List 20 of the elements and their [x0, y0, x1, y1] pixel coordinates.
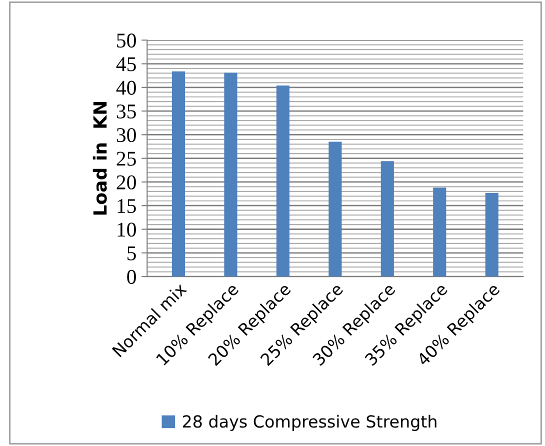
bar [380, 161, 394, 277]
y-axis-title: Load in KN [92, 102, 107, 215]
y-tick-label: 40 [116, 80, 136, 95]
y-tick-label: 10 [118, 222, 136, 237]
y-tick-label: 0 [127, 270, 136, 284]
y-tick-label: 5 [128, 246, 136, 260]
bar [485, 192, 498, 277]
bar [433, 188, 446, 277]
y-tick-label: 25 [116, 152, 136, 166]
y-tick-label: 20 [116, 175, 136, 190]
y-tick-label: 15 [118, 199, 136, 214]
y-tick-label: 50 [117, 34, 136, 48]
y-tick-label: 35 [116, 104, 136, 118]
bar [276, 86, 290, 277]
legend-label: 28 days Compressive Strength [182, 414, 436, 431]
bar [224, 72, 238, 277]
y-tick-label: 45 [116, 57, 136, 72]
bar [172, 71, 186, 277]
bar [328, 142, 342, 277]
y-tick-label: 30 [116, 128, 136, 142]
